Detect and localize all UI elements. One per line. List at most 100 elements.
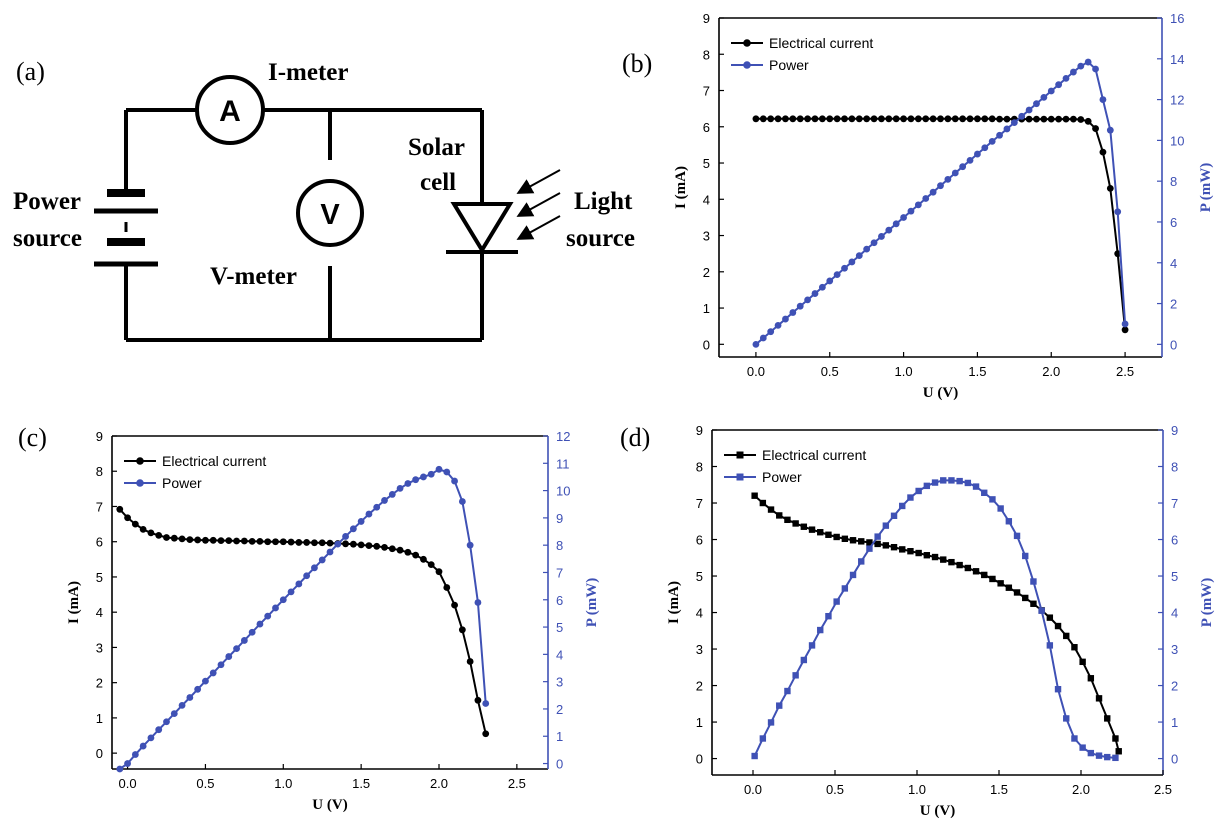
x-tick-label: 2.0 <box>430 776 448 791</box>
y2-axis-title: P (mW) <box>584 578 600 628</box>
solar-cell-label-line1: Solar <box>408 134 465 161</box>
light-arrows-icon <box>516 169 561 240</box>
data-point <box>1121 320 1129 328</box>
y2-tick-label: 6 <box>556 593 563 608</box>
data-point <box>759 334 767 342</box>
y-tick-label: 0 <box>696 752 703 767</box>
data-point <box>357 518 365 525</box>
data-point <box>124 514 131 522</box>
data-point <box>295 539 303 546</box>
data-point <box>233 537 240 545</box>
data-point <box>848 115 856 123</box>
battery-icon <box>94 189 158 267</box>
data-point <box>1046 614 1054 621</box>
data-point <box>959 115 967 123</box>
data-point <box>792 520 799 527</box>
y-tick-label: 8 <box>96 464 103 479</box>
data-point <box>996 115 1003 123</box>
data-point <box>435 465 443 473</box>
data-point <box>458 626 466 634</box>
data-point <box>981 115 989 123</box>
data-point <box>981 571 988 579</box>
y-tick-label: 4 <box>703 192 710 207</box>
y-tick-label: 6 <box>696 533 703 548</box>
data-point <box>295 580 303 588</box>
data-point <box>858 538 865 545</box>
data-point <box>373 542 381 550</box>
data-point <box>892 220 900 228</box>
data-point <box>396 485 404 492</box>
data-point <box>948 477 955 484</box>
data-point <box>964 479 972 487</box>
data-point <box>1055 81 1063 89</box>
panel-label: (b) <box>622 49 652 78</box>
y2-tick-label: 2 <box>556 702 563 717</box>
legend-label: Power <box>769 57 809 73</box>
data-point <box>892 115 900 123</box>
x-tick-label: 1.0 <box>895 364 913 379</box>
data-point <box>900 214 907 221</box>
data-point <box>240 537 248 545</box>
data-point <box>342 540 349 548</box>
data-point <box>841 535 849 542</box>
data-point <box>951 115 959 123</box>
ammeter-symbol: A <box>219 95 241 128</box>
data-point <box>899 502 906 510</box>
data-point <box>365 510 373 518</box>
data-point <box>874 540 881 548</box>
data-point <box>878 233 885 240</box>
data-point <box>396 546 404 554</box>
circuit-panel-label: (a) <box>16 57 45 86</box>
x-axis-title: U (V) <box>920 803 955 819</box>
data-point <box>1104 753 1111 761</box>
series-line-current <box>119 508 487 734</box>
y-tick-label: 0 <box>96 746 103 761</box>
data-point <box>914 115 922 123</box>
data-point <box>373 503 381 511</box>
y-axis-title: I (mA) <box>666 581 682 624</box>
data-point <box>1033 115 1040 123</box>
chart-panel-c: (c)0.0 0.5 1.0 1.5 2.0 2.50123456789012345678… <box>18 423 600 813</box>
data-point <box>776 512 783 519</box>
legend-marker <box>136 479 144 487</box>
data-point <box>1025 115 1033 123</box>
legend-label: Electrical current <box>769 35 873 51</box>
data-point <box>951 169 959 177</box>
data-point <box>1022 594 1029 602</box>
data-point <box>451 601 458 609</box>
data-point <box>178 702 186 709</box>
y2-tick-label: 6 <box>1170 215 1177 230</box>
data-point <box>863 115 871 123</box>
y-tick-label: 6 <box>703 120 710 135</box>
data-point <box>225 653 233 660</box>
y2-tick-label: 14 <box>1170 52 1184 67</box>
data-point <box>1106 185 1114 192</box>
x-tick-label: 1.0 <box>274 776 292 791</box>
data-point <box>882 542 890 549</box>
data-point <box>458 498 466 505</box>
x-tick-label: 2.5 <box>508 776 526 791</box>
data-point <box>139 525 147 533</box>
y2-tick-label: 2 <box>1171 679 1178 694</box>
data-point <box>866 539 873 546</box>
y-tick-label: 3 <box>696 642 703 657</box>
data-point <box>767 506 775 513</box>
data-point <box>833 533 840 541</box>
series-line-power <box>753 479 1116 759</box>
data-point <box>412 551 420 559</box>
data-point <box>899 546 906 553</box>
y2-tick-label: 9 <box>1171 423 1178 438</box>
data-point <box>870 115 878 123</box>
data-point <box>752 340 760 348</box>
data-point <box>1063 632 1070 640</box>
data-point <box>818 115 826 123</box>
data-point <box>1062 74 1070 82</box>
v-meter-label: V-meter <box>210 263 297 290</box>
data-point <box>357 541 365 549</box>
y-tick-label: 4 <box>696 606 703 621</box>
data-point <box>1095 752 1103 759</box>
data-point <box>981 144 989 152</box>
data-point <box>811 115 819 123</box>
x-tick-label: 0.5 <box>196 776 214 791</box>
